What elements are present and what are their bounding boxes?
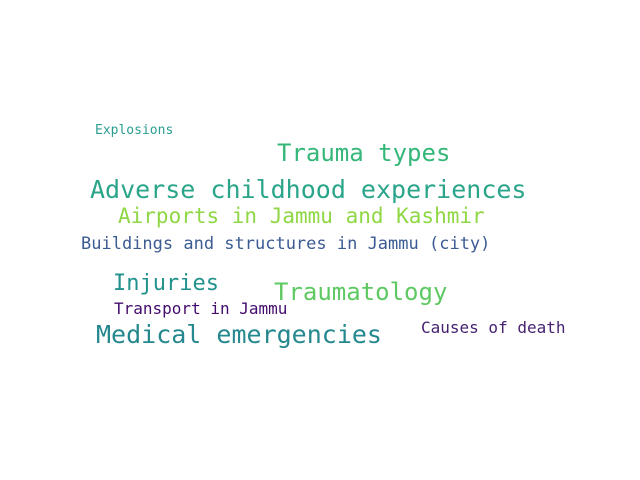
word-causes-of-death: Causes of death bbox=[421, 318, 566, 337]
word-explosions: Explosions bbox=[95, 123, 174, 138]
word-injuries: Injuries bbox=[113, 271, 219, 296]
word-trauma-types: Trauma types bbox=[277, 139, 451, 167]
word-buildings-and-structures-in-jammu: Buildings and structures in Jammu (city) bbox=[81, 234, 491, 254]
word-transport-in-jammu: Transport in Jammu bbox=[114, 299, 288, 318]
word-airports-in-jammu-and-kashmir: Airports in Jammu and Kashmir bbox=[118, 204, 485, 228]
word-traumatology: Traumatology bbox=[274, 278, 448, 306]
word-adverse-childhood-experiences: Adverse childhood experiences bbox=[90, 175, 527, 204]
word-medical-emergencies: Medical emergencies bbox=[96, 320, 382, 349]
